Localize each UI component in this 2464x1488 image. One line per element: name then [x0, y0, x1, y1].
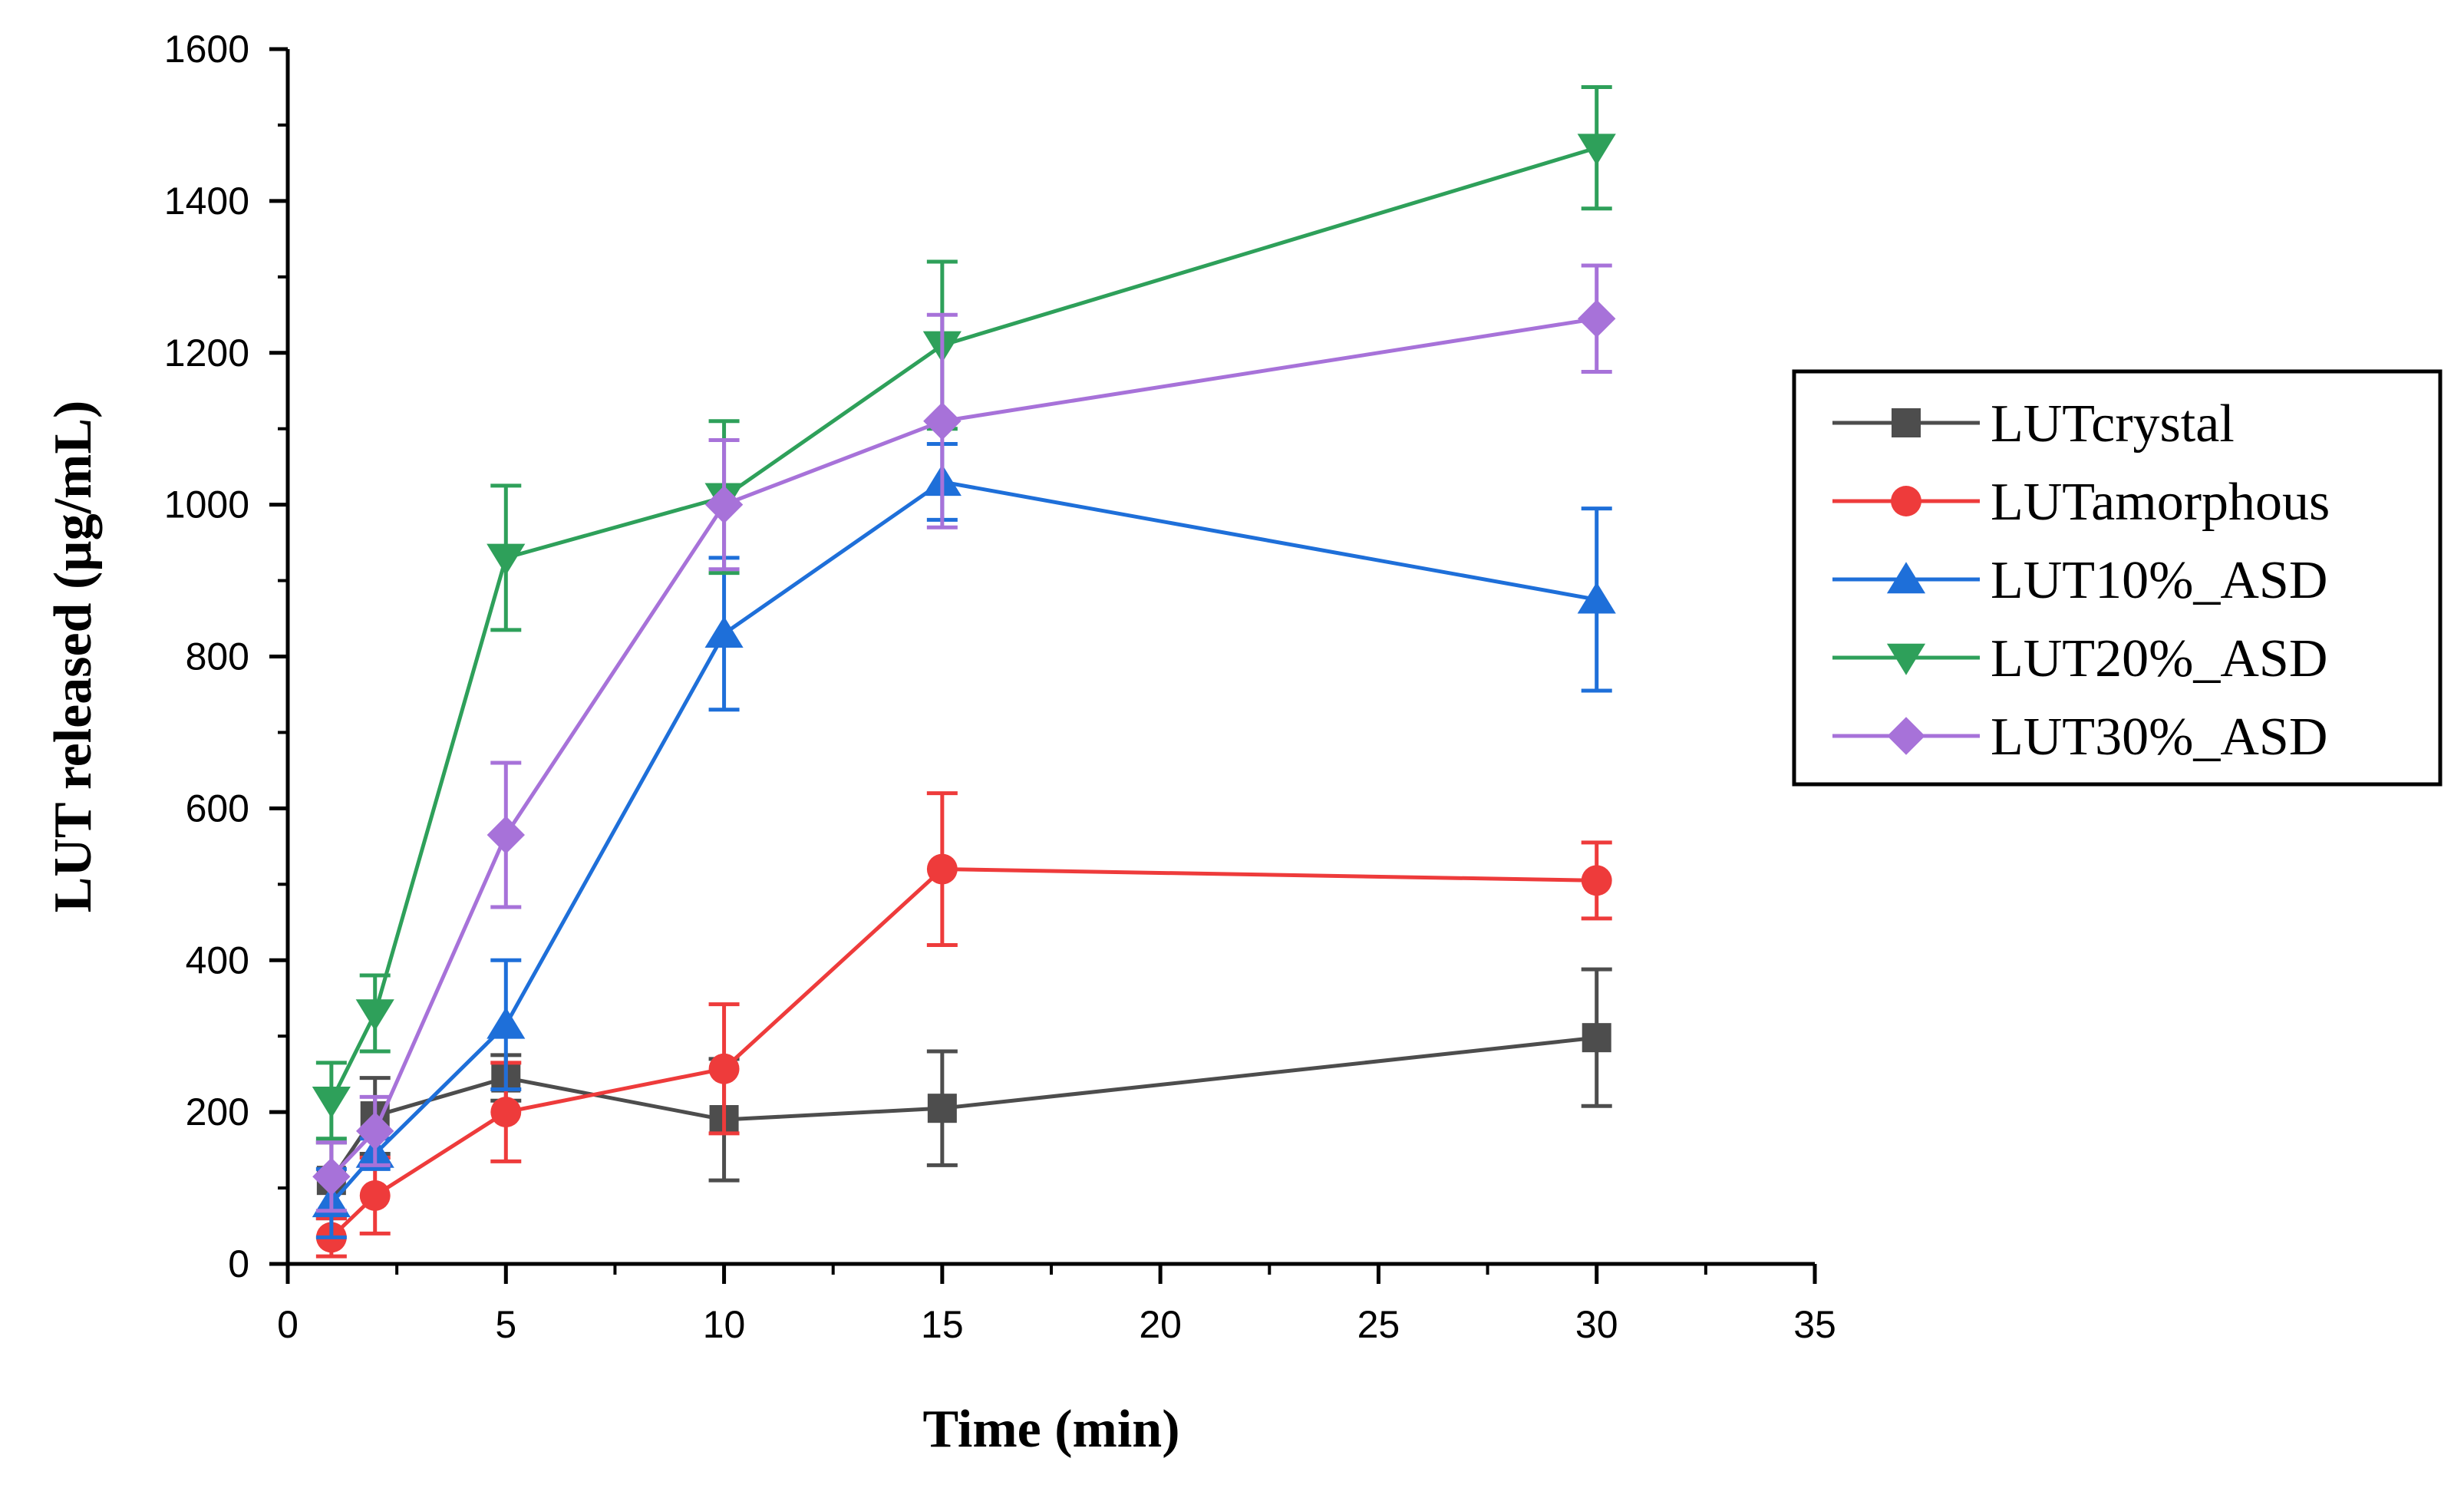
- data-point: [312, 1157, 351, 1196]
- legend-item: LUT20%_ASD: [1832, 629, 2327, 688]
- data-point: [708, 1053, 740, 1084]
- legend-marker: [1887, 717, 1925, 755]
- legend-label: LUTcrystal: [1991, 394, 2235, 454]
- y-tick-label: 0: [228, 1242, 249, 1285]
- series-line: [329, 146, 1598, 1102]
- y-tick-label: 1600: [164, 28, 249, 71]
- data-point: [923, 402, 962, 440]
- x-tick-label: 30: [1575, 1303, 1618, 1346]
- data-point: [355, 999, 394, 1031]
- legend-marker: [1886, 643, 1926, 675]
- y-tick-label: 200: [186, 1090, 249, 1133]
- legend-marker: [1886, 562, 1926, 594]
- data-point: [927, 1094, 957, 1123]
- y-tick-label: 800: [186, 635, 249, 678]
- legend-item: LUT10%_ASD: [1832, 551, 2327, 610]
- legend: LUTcrystal LUTamorphous LUT10%_ASD LUT20%_A…: [1792, 369, 2443, 787]
- data-point: [487, 1007, 526, 1039]
- axes: 0 5 10 15 20 25 30 35 0 200 400 600 800 1000 1200 1400 1…: [164, 28, 1836, 1346]
- series-0: [315, 967, 1612, 1221]
- legend-item: LUT30%_ASD: [1832, 708, 2327, 767]
- series-line: [330, 316, 1598, 1178]
- x-tick-label: 0: [277, 1303, 299, 1346]
- x-tick-label: 20: [1139, 1303, 1182, 1346]
- legend-item: LUTcrystal: [1832, 394, 2235, 454]
- legend-marker: [1892, 408, 1921, 437]
- legend-item: LUTamorphous: [1832, 473, 2330, 532]
- data-point: [356, 1112, 394, 1150]
- series-line: [329, 480, 1598, 1205]
- legend-label: LUTamorphous: [1991, 473, 2330, 532]
- x-tick-label: 5: [495, 1303, 516, 1346]
- x-tick-label: 10: [703, 1303, 746, 1346]
- legend-label: LUT10%_ASD: [1991, 551, 2327, 610]
- data-point: [487, 543, 526, 576]
- series-4: [312, 263, 1616, 1213]
- data-point: [926, 853, 958, 885]
- x-tick-label: 25: [1357, 1303, 1400, 1346]
- data-point: [1578, 299, 1616, 338]
- legend-label: LUT30%_ASD: [1991, 708, 2327, 767]
- legend-marker: [1891, 486, 1921, 516]
- data-point: [1581, 865, 1612, 896]
- x-tick-label: 35: [1793, 1303, 1836, 1346]
- data-point: [1577, 134, 1616, 166]
- data-point: [1582, 1023, 1611, 1053]
- y-tick-label: 400: [186, 939, 249, 982]
- data-point: [359, 1180, 391, 1211]
- x-tick-label: 15: [921, 1303, 964, 1346]
- y-tick-label: 1000: [164, 483, 249, 526]
- y-axis-title: LUT released (µg/mL): [44, 401, 103, 913]
- data-point: [704, 616, 744, 648]
- legend-label: LUT20%_ASD: [1991, 629, 2327, 688]
- data-point: [1577, 582, 1616, 614]
- data-point: [490, 1097, 522, 1128]
- series-3: [312, 84, 1616, 1141]
- y-tick-label: 1200: [164, 332, 249, 374]
- plot-area: [312, 84, 1616, 1259]
- data-point: [487, 816, 525, 854]
- x-axis-title: Time (min): [922, 1400, 1179, 1459]
- series-1: [315, 791, 1612, 1259]
- data-point: [704, 485, 744, 524]
- y-tick-label: 600: [186, 787, 249, 830]
- y-tick-label: 1400: [164, 180, 249, 223]
- data-point: [312, 1087, 351, 1119]
